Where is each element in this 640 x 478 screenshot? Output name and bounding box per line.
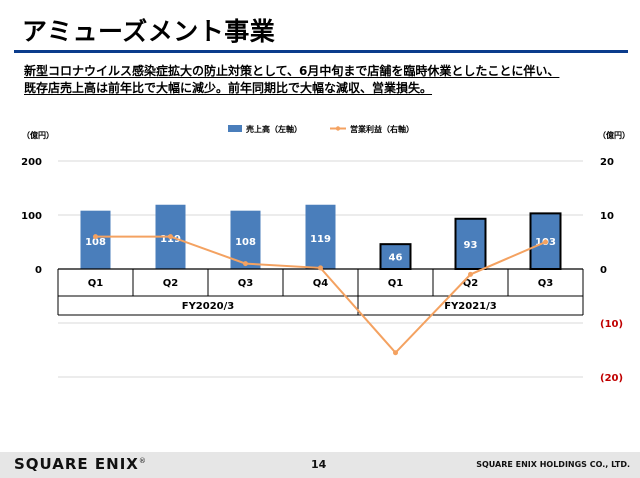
registered-mark: ® <box>138 457 147 465</box>
right-tick-label: 10 <box>600 211 614 222</box>
right-tick-label: 0 <box>600 265 607 276</box>
legend-label-income: 営業利益（右軸） <box>350 124 414 134</box>
line-point <box>318 265 323 271</box>
left-tick-label: 0 <box>35 265 42 276</box>
title-underline <box>14 50 628 53</box>
legend-label-sales: 売上高（左軸） <box>246 124 302 134</box>
bar-value-label: 46 <box>389 253 403 264</box>
company-name: SQUARE ENIX HOLDINGS CO., LTD. <box>476 460 630 469</box>
category-label: Q3 <box>238 278 254 289</box>
summary-text: 新型コロナウイルス感染症拡大の防止対策として、6月中旬まで店舗を臨時休業としたこ… <box>24 63 624 97</box>
company-logo: SQUARE ENIX® <box>14 455 147 473</box>
category-label: Q1 <box>88 278 104 289</box>
fiscal-year-label: FY2020/3 <box>182 301 235 312</box>
bar-value-label: 108 <box>235 237 256 248</box>
fiscal-year-label: FY2021/3 <box>444 301 497 312</box>
left-tick-label: 200 <box>21 157 42 168</box>
bar <box>80 210 111 269</box>
logo-text: SQUARE ENIX <box>14 455 139 473</box>
category-label: Q3 <box>538 278 554 289</box>
left-tick-label: 100 <box>21 211 42 222</box>
page-title: アミューズメント事業 <box>22 17 276 46</box>
category-label: Q2 <box>463 278 479 289</box>
legend-swatch-bar <box>228 125 242 132</box>
bar <box>305 204 336 269</box>
line-point <box>468 271 473 277</box>
bar <box>454 217 487 270</box>
summary-line-1: 新型コロナウイルス感染症拡大の防止対策として、6月中旬まで店舗を臨時休業としたこ… <box>24 64 560 78</box>
category-label: Q4 <box>313 278 329 289</box>
legend-marker <box>335 126 341 131</box>
bar-value-label: 93 <box>464 240 478 251</box>
footer-bar: SQUARE ENIX® 14 SQUARE ENIX HOLDINGS CO.… <box>0 452 640 478</box>
bar-value-label: 119 <box>160 234 181 245</box>
summary-line-2: 既存店売上高は前年比で大幅に減少。前年同期比で大幅な減収、営業損失。 <box>24 81 433 95</box>
bar <box>379 243 412 271</box>
category-label: Q2 <box>163 278 179 289</box>
right-tick-label: (10) <box>600 319 623 330</box>
left-axis-unit: （億円） <box>22 130 54 140</box>
page-number: 14 <box>311 458 327 471</box>
right-tick-label: 20 <box>600 157 614 168</box>
right-tick-label: (20) <box>600 373 623 384</box>
line-point <box>93 234 98 240</box>
bar-value-label: 119 <box>310 234 331 245</box>
right-axis-unit: （億円） <box>598 130 630 140</box>
line-point <box>168 234 173 240</box>
line-point <box>543 239 548 245</box>
line-point <box>243 261 248 267</box>
bar-value-label: 108 <box>85 237 106 248</box>
line-point <box>393 350 398 356</box>
category-label: Q1 <box>388 278 404 289</box>
